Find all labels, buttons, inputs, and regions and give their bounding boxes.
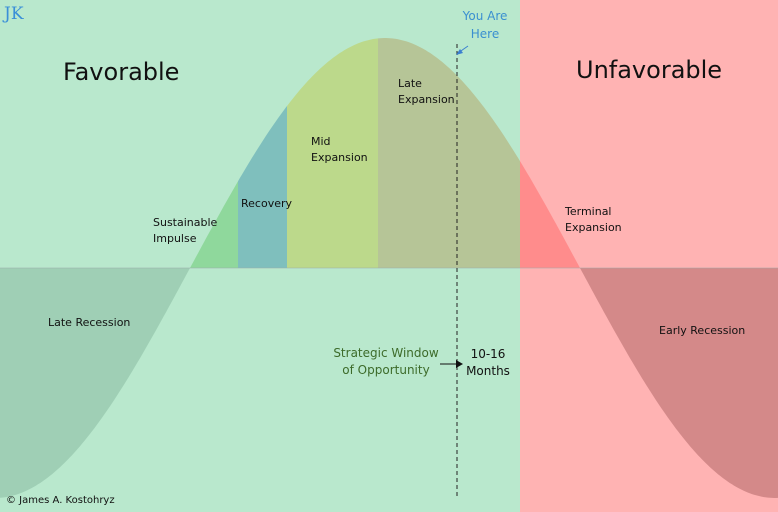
zone-label: Favorable bbox=[63, 58, 179, 86]
phase-label: Mid bbox=[311, 135, 331, 148]
zone-label: Unfavorable bbox=[576, 56, 722, 84]
phase-label: Sustainable bbox=[153, 216, 218, 229]
window-arrowhead bbox=[456, 360, 463, 368]
phase-label: Impulse bbox=[153, 232, 197, 245]
marker-label: You Are bbox=[462, 9, 508, 23]
marker-arrowhead bbox=[456, 49, 463, 55]
marker-label: Here bbox=[471, 27, 499, 41]
phase-label: Expansion bbox=[565, 221, 622, 234]
phase-label: Expansion bbox=[398, 93, 455, 106]
phase-label: Expansion bbox=[311, 151, 368, 164]
phase-label: Early Recession bbox=[659, 324, 745, 337]
window-duration: Months bbox=[466, 364, 510, 378]
phase-label: Recovery bbox=[241, 197, 292, 210]
phase-label: Late Recession bbox=[48, 316, 130, 329]
window-duration: 10-16 bbox=[471, 347, 506, 361]
copyright: © James A. Kostohryz bbox=[6, 495, 115, 506]
logo: JK bbox=[2, 4, 24, 24]
window-label: Strategic Window bbox=[333, 346, 439, 360]
window-label: of Opportunity bbox=[342, 363, 429, 377]
phase-label: Terminal bbox=[564, 205, 612, 218]
phase-label: Late bbox=[398, 77, 422, 90]
